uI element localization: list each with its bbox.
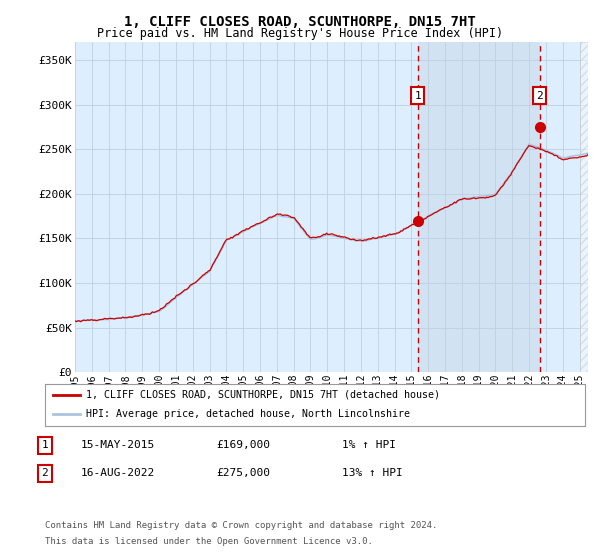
Text: Contains HM Land Registry data © Crown copyright and database right 2024.: Contains HM Land Registry data © Crown c… (45, 521, 437, 530)
Text: £275,000: £275,000 (216, 468, 270, 478)
Text: This data is licensed under the Open Government Licence v3.0.: This data is licensed under the Open Gov… (45, 537, 373, 546)
Text: 1, CLIFF CLOSES ROAD, SCUNTHORPE, DN15 7HT: 1, CLIFF CLOSES ROAD, SCUNTHORPE, DN15 7… (124, 15, 476, 29)
Bar (418, 42, 539, 372)
Text: 1, CLIFF CLOSES ROAD, SCUNTHORPE, DN15 7HT (detached house): 1, CLIFF CLOSES ROAD, SCUNTHORPE, DN15 7… (86, 390, 439, 400)
Text: 13% ↑ HPI: 13% ↑ HPI (342, 468, 403, 478)
Text: Price paid vs. HM Land Registry's House Price Index (HPI): Price paid vs. HM Land Registry's House … (97, 27, 503, 40)
Text: 1: 1 (414, 91, 421, 101)
Text: 1% ↑ HPI: 1% ↑ HPI (342, 440, 396, 450)
Text: £169,000: £169,000 (216, 440, 270, 450)
Text: 16-AUG-2022: 16-AUG-2022 (81, 468, 155, 478)
Text: 15-MAY-2015: 15-MAY-2015 (81, 440, 155, 450)
Text: 2: 2 (41, 468, 49, 478)
Text: 2: 2 (536, 91, 543, 101)
Text: 1: 1 (41, 440, 49, 450)
Text: HPI: Average price, detached house, North Lincolnshire: HPI: Average price, detached house, Nort… (86, 409, 409, 419)
